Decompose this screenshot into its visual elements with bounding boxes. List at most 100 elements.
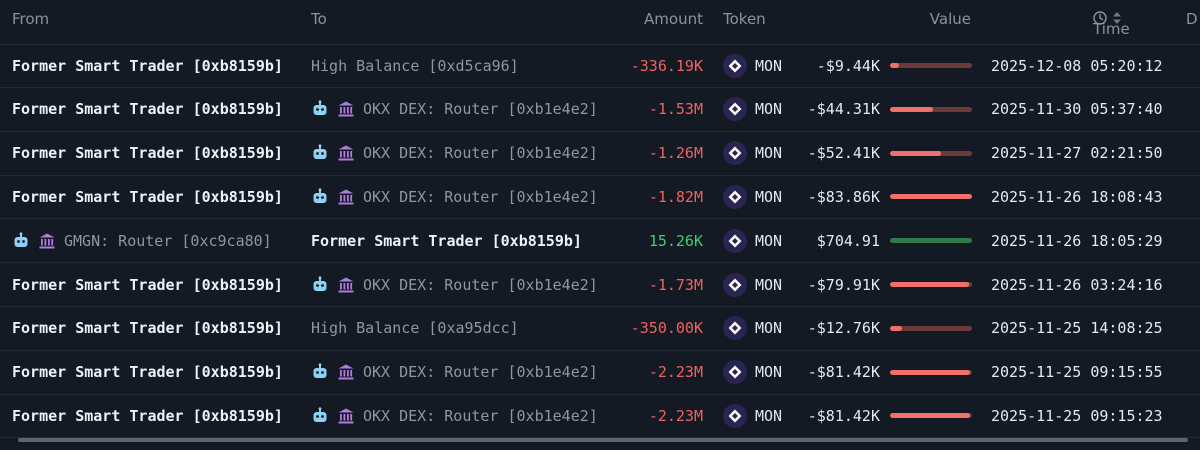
to-cell[interactable]: Former Smart Trader [0xb8159b] xyxy=(311,219,582,262)
amount-cell: -1.73M xyxy=(648,275,703,294)
from-cell[interactable]: GMGN: Router [0xc9ca80] xyxy=(12,219,272,262)
value-bar-cell xyxy=(890,219,972,262)
from-cell[interactable]: Former Smart Trader [0xb8159b] xyxy=(12,175,283,218)
address-tag-icons xyxy=(311,363,355,381)
to-cell[interactable]: High Balance [0xd5ca96] xyxy=(311,44,519,87)
from-cell[interactable]: Former Smart Trader [0xb8159b] xyxy=(12,394,283,437)
rows.1.from-address[interactable]: Former Smart Trader [0xb8159b] xyxy=(12,100,283,119)
to-cell[interactable]: OKX DEX: Router [0xb1e4e2] xyxy=(311,263,598,306)
column-header-value[interactable]: Value xyxy=(929,10,971,28)
table-row[interactable]: Former Smart Trader [0xb8159b] OKX DEX: … xyxy=(0,132,1200,176)
value-bar xyxy=(890,194,972,200)
time-cell: 2025-11-25 09:15:23 xyxy=(991,406,1163,425)
mon-token-icon xyxy=(723,97,747,122)
to-cell[interactable]: OKX DEX: Router [0xb1e4e2] xyxy=(311,351,598,394)
column-header-d[interactable]: D xyxy=(1186,10,1198,28)
rows.7.to-address[interactable]: OKX DEX: Router [0xb1e4e2] xyxy=(363,363,598,382)
from-cell[interactable]: Former Smart Trader [0xb8159b] xyxy=(12,263,283,306)
column-header-token[interactable]: Token xyxy=(723,10,766,28)
value-bar-cell xyxy=(890,307,972,350)
table-row[interactable]: Former Smart Trader [0xb8159b] OKX DEX: … xyxy=(0,88,1200,132)
mon-token-icon xyxy=(723,272,747,297)
rows.4.to-address[interactable]: Former Smart Trader [0xb8159b] xyxy=(311,231,582,250)
table-row[interactable]: Former Smart Trader [0xb8159b] High Bala… xyxy=(0,44,1200,88)
time-cell: 2025-11-26 03:24:16 xyxy=(991,275,1163,294)
value-bar-fill xyxy=(890,63,899,68)
token-cell[interactable]: MON xyxy=(723,307,782,350)
address-tag-icons xyxy=(311,275,355,294)
bank-icon xyxy=(338,189,354,205)
mon-token-icon xyxy=(723,53,747,78)
amount-cell: -2.23M xyxy=(648,363,703,382)
column-header-amount[interactable]: Amount xyxy=(644,10,703,28)
rows.8.to-address[interactable]: OKX DEX: Router [0xb1e4e2] xyxy=(363,406,598,425)
rows.0.to-address[interactable]: High Balance [0xd5ca96] xyxy=(311,56,519,75)
token-cell[interactable]: MON xyxy=(723,394,782,437)
value-bar-cell xyxy=(890,394,972,437)
rows.3.from-address[interactable]: Former Smart Trader [0xb8159b] xyxy=(12,187,283,206)
value-bar-cell xyxy=(890,351,972,394)
token-cell[interactable]: MON xyxy=(723,175,782,218)
from-cell[interactable]: Former Smart Trader [0xb8159b] xyxy=(12,88,283,131)
value-bar-cell xyxy=(890,44,972,87)
table-row[interactable]: GMGN: Router [0xc9ca80] Former Smart Tra… xyxy=(0,219,1200,264)
to-cell[interactable]: OKX DEX: Router [0xb1e4e2] xyxy=(311,132,598,175)
address-tag-icons xyxy=(311,407,355,425)
table-row[interactable]: Former Smart Trader [0xb8159b] OKX DEX: … xyxy=(0,175,1200,220)
token-cell[interactable]: MON xyxy=(723,88,782,131)
token-cell[interactable]: MON xyxy=(723,351,782,394)
bot-icon xyxy=(313,363,327,379)
mon-token-icon xyxy=(723,228,747,253)
rows.7.from-address[interactable]: Former Smart Trader [0xb8159b] xyxy=(12,363,283,382)
bank-icon xyxy=(338,364,354,380)
rows.0.from-address[interactable]: Former Smart Trader [0xb8159b] xyxy=(12,56,283,75)
token-cell[interactable]: MON xyxy=(723,219,782,262)
value-bar xyxy=(890,106,972,112)
token-cell[interactable]: MON xyxy=(723,263,782,306)
value-bar xyxy=(890,325,972,331)
rows.1.to-address[interactable]: OKX DEX: Router [0xb1e4e2] xyxy=(363,100,598,119)
clock-icon xyxy=(1093,11,1107,25)
table-row[interactable]: Former Smart Trader [0xb8159b] OKX DEX: … xyxy=(0,263,1200,307)
value-bar-fill xyxy=(890,150,941,156)
to-cell[interactable]: OKX DEX: Router [0xb1e4e2] xyxy=(311,88,598,131)
rows.2.to-address[interactable]: OKX DEX: Router [0xb1e4e2] xyxy=(363,144,598,163)
amount-cell: -1.53M xyxy=(648,100,703,119)
rows.6.from-address[interactable]: Former Smart Trader [0xb8159b] xyxy=(12,319,283,338)
address-tag-icons xyxy=(311,188,355,206)
rows.6.to-address[interactable]: High Balance [0xa95dcc] xyxy=(311,319,519,338)
value-cell: -$79.91K xyxy=(807,275,880,294)
sort-arrows-icon[interactable] xyxy=(1112,10,1122,26)
from-cell[interactable]: Former Smart Trader [0xb8159b] xyxy=(12,44,283,87)
to-cell[interactable]: OKX DEX: Router [0xb1e4e2] xyxy=(311,394,598,437)
from-cell[interactable]: Former Smart Trader [0xb8159b] xyxy=(12,132,283,175)
from-cell[interactable]: Former Smart Trader [0xb8159b] xyxy=(12,351,283,394)
token-cell[interactable]: MON xyxy=(723,132,782,175)
token-symbol: MON xyxy=(755,363,783,382)
bot-icon xyxy=(313,100,327,116)
rows.4.from-address[interactable]: GMGN: Router [0xc9ca80] xyxy=(64,231,272,250)
table-row[interactable]: Former Smart Trader [0xb8159b] OKX DEX: … xyxy=(0,351,1200,395)
from-cell[interactable]: Former Smart Trader [0xb8159b] xyxy=(12,307,283,350)
rows.3.to-address[interactable]: OKX DEX: Router [0xb1e4e2] xyxy=(363,187,598,206)
horizontal-scrollbar[interactable] xyxy=(18,438,1188,442)
table-row[interactable]: Former Smart Trader [0xb8159b] High Bala… xyxy=(0,307,1200,351)
column-header-to[interactable]: To xyxy=(311,10,327,28)
column-header-time[interactable]: Time xyxy=(1093,10,1130,38)
rows.5.to-address[interactable]: OKX DEX: Router [0xb1e4e2] xyxy=(363,275,598,294)
to-cell[interactable]: OKX DEX: Router [0xb1e4e2] xyxy=(311,175,598,218)
rows.5.from-address[interactable]: Former Smart Trader [0xb8159b] xyxy=(12,275,283,294)
value-bar-fill xyxy=(890,106,933,112)
token-cell[interactable]: MON xyxy=(723,44,782,87)
value-cell: -$44.31K xyxy=(807,100,880,119)
time-cell: 2025-11-25 14:08:25 xyxy=(991,319,1163,338)
amount-cell: -1.82M xyxy=(648,187,703,206)
to-cell[interactable]: High Balance [0xa95dcc] xyxy=(311,307,519,350)
mon-token-icon xyxy=(723,360,747,385)
column-header-from[interactable]: From xyxy=(12,10,50,28)
time-cell: 2025-11-26 18:08:43 xyxy=(991,187,1163,206)
value-cell: -$81.42K xyxy=(807,363,880,382)
rows.8.from-address[interactable]: Former Smart Trader [0xb8159b] xyxy=(12,406,283,425)
table-row[interactable]: Former Smart Trader [0xb8159b] OKX DEX: … xyxy=(0,394,1200,439)
rows.2.from-address[interactable]: Former Smart Trader [0xb8159b] xyxy=(12,144,283,163)
